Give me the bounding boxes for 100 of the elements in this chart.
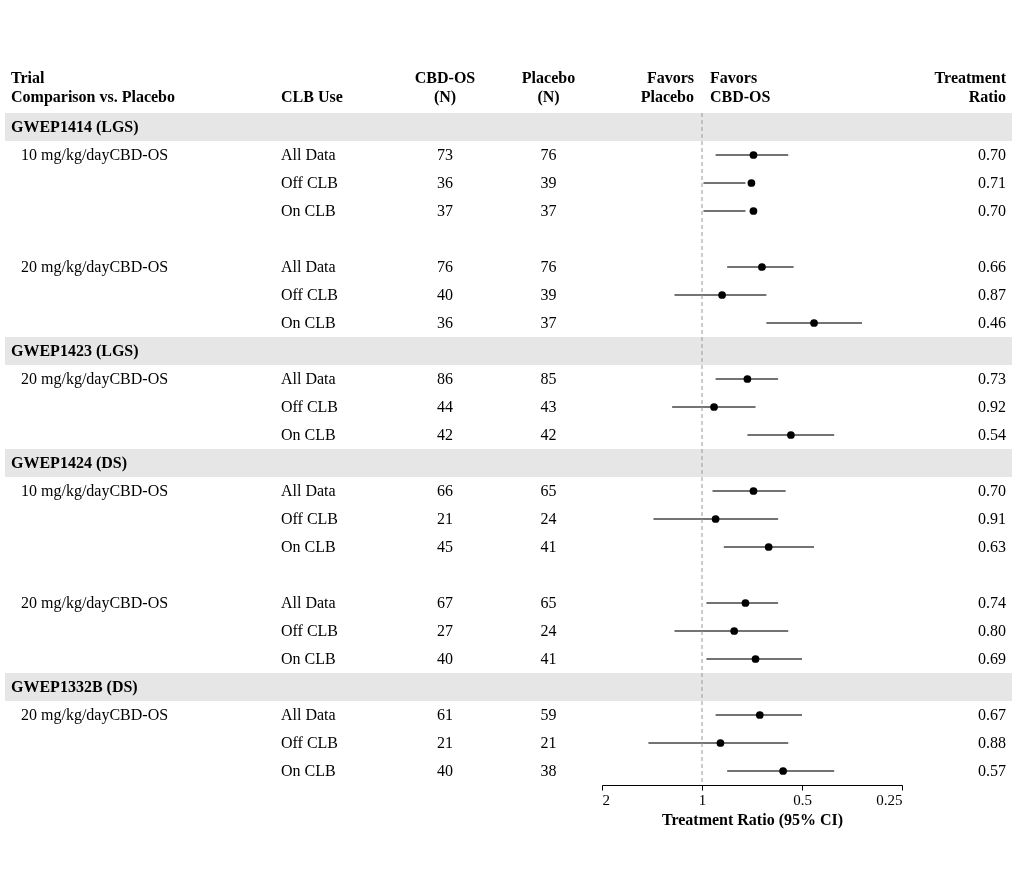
text: 36 — [437, 174, 453, 191]
x-tick-label: 0.5 — [793, 791, 812, 808]
text: 41 — [540, 538, 557, 555]
text: GWEP1424 (DS) — [11, 454, 127, 472]
text: On CLB — [281, 202, 336, 219]
point — [743, 375, 752, 383]
point — [749, 487, 758, 495]
text: 42 — [437, 426, 453, 443]
text: Off CLB — [281, 286, 339, 303]
text: GWEP1332B (DS) — [11, 678, 138, 696]
point — [711, 515, 720, 523]
text: 65 — [540, 594, 557, 611]
text: 0.69 — [978, 650, 1006, 667]
point — [747, 179, 756, 187]
text: 59 — [540, 706, 557, 723]
text: 0.63 — [978, 538, 1006, 555]
text: 40 — [437, 286, 453, 303]
text: 37 — [540, 314, 557, 331]
text: 36 — [437, 314, 453, 331]
text: 76 — [437, 258, 453, 275]
point — [751, 655, 760, 663]
point — [764, 543, 773, 551]
text: All Data — [281, 594, 336, 611]
text: 37 — [540, 202, 557, 219]
text: CLB Use — [281, 88, 343, 105]
text: 0.80 — [978, 622, 1006, 639]
text: 44 — [437, 398, 453, 415]
text: 0.70 — [978, 482, 1006, 499]
x-tick-label: 1 — [698, 791, 707, 808]
x-tick-label: 0.25 — [876, 791, 903, 808]
text: 37 — [437, 202, 453, 219]
text: 67 — [437, 594, 453, 611]
text: 0.70 — [978, 202, 1006, 219]
text: On CLB — [281, 650, 336, 667]
text: 27 — [437, 622, 453, 639]
x-tick-label: 2 — [602, 791, 610, 808]
text: 39 — [540, 174, 557, 191]
text: 0.70 — [978, 146, 1006, 163]
text: 0.91 — [978, 510, 1006, 527]
text: 0.88 — [978, 734, 1006, 751]
point — [749, 151, 758, 159]
text: 42 — [540, 426, 557, 443]
point — [718, 291, 726, 299]
text: 41 — [540, 650, 557, 667]
point — [730, 627, 739, 635]
point — [716, 739, 725, 747]
text: Trial Comparison vs. Placebo — [11, 69, 175, 106]
text: Off CLB — [281, 174, 339, 191]
text: 86 — [437, 370, 453, 387]
text: 20 mg/kg/dayCBD-OS — [21, 370, 169, 388]
point — [741, 599, 750, 607]
text: 20 mg/kg/dayCBD-OS — [21, 706, 169, 724]
text: 40 — [437, 762, 453, 779]
text: 24 — [540, 510, 557, 527]
text: Favors CBD-OS — [710, 69, 771, 105]
text: GWEP1423 (LGS) — [11, 342, 139, 360]
text: 20 mg/kg/dayCBD-OS — [21, 594, 169, 612]
text: 0.57 — [978, 762, 1006, 779]
text: 76 — [540, 146, 557, 163]
text: 45 — [437, 538, 453, 555]
text: 10 mg/kg/dayCBD-OS — [21, 482, 169, 500]
text: 0.92 — [978, 398, 1006, 415]
text: All Data — [281, 482, 336, 499]
text: 76 — [540, 258, 557, 275]
text: Off CLB — [281, 510, 339, 527]
text: On CLB — [281, 426, 336, 443]
text: All Data — [281, 370, 336, 387]
text: 24 — [540, 622, 557, 639]
text: On CLB — [281, 538, 336, 555]
text: 0.66 — [978, 258, 1006, 275]
text: 0.54 — [978, 426, 1006, 443]
x-axis-title: Treatment Ratio (95% CI) — [661, 810, 844, 829]
point — [710, 403, 718, 411]
text: 43 — [540, 398, 557, 415]
text: 21 — [437, 734, 453, 751]
point — [758, 263, 766, 271]
text: Off CLB — [281, 398, 339, 415]
text: 40 — [437, 650, 453, 667]
text: CBD-OS (N) — [414, 69, 476, 106]
point — [749, 207, 758, 215]
text: 65 — [540, 482, 557, 499]
text: 10 mg/kg/dayCBD-OS — [21, 146, 169, 164]
text: 0.73 — [978, 370, 1006, 387]
text: On CLB — [281, 314, 336, 331]
text: 0.46 — [978, 314, 1006, 331]
text: 20 mg/kg/dayCBD-OS — [21, 258, 169, 276]
text: All Data — [281, 146, 336, 163]
text: Treatment Ratio — [934, 69, 1007, 105]
text: 21 — [437, 510, 453, 527]
text: 21 — [540, 734, 557, 751]
text: On CLB — [281, 762, 336, 779]
text: 73 — [437, 146, 453, 163]
text: 0.71 — [978, 174, 1006, 191]
text: All Data — [281, 258, 336, 275]
text: Placebo (N) — [521, 69, 576, 106]
text: GWEP1414 (LGS) — [11, 118, 139, 136]
text: 66 — [437, 482, 453, 499]
text: Off CLB — [281, 622, 339, 639]
text: 0.87 — [978, 286, 1006, 303]
text: 61 — [437, 706, 453, 723]
